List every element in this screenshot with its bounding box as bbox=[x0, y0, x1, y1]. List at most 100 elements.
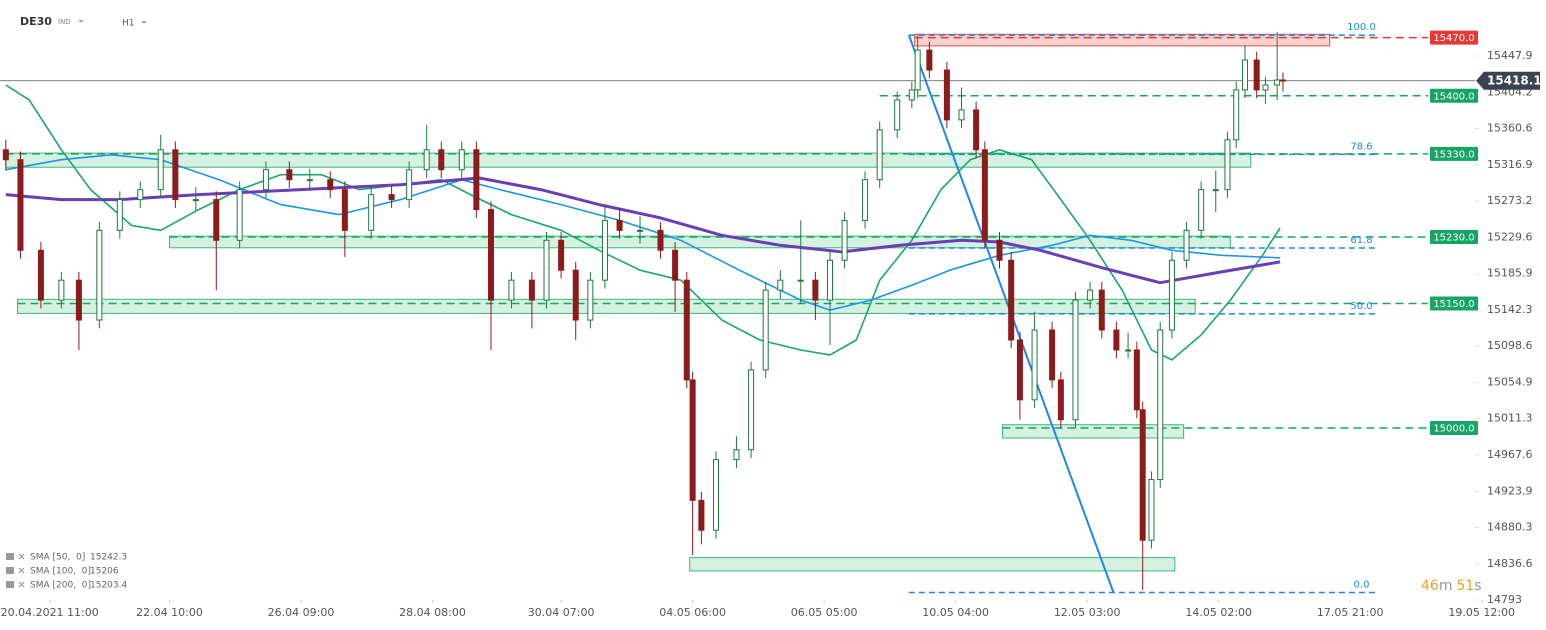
candle-body bbox=[508, 279, 515, 301]
candle-body bbox=[262, 169, 269, 191]
sma-line bbox=[5, 176, 1281, 285]
y-tick-label: 15011.3 bbox=[1487, 412, 1533, 425]
legend-icon[interactable] bbox=[6, 553, 14, 560]
candle-body bbox=[826, 259, 833, 301]
candle-body bbox=[1008, 259, 1015, 341]
legend-icon[interactable] bbox=[6, 581, 14, 588]
legend-close[interactable] bbox=[18, 581, 25, 588]
level-label: 15000.0 bbox=[1433, 424, 1474, 435]
candle-body bbox=[973, 109, 980, 151]
countdown-part: 46 bbox=[1421, 578, 1439, 594]
zone bbox=[689, 557, 1176, 572]
candle-body bbox=[116, 199, 123, 231]
level-label-box bbox=[1430, 296, 1478, 311]
candle-body bbox=[748, 369, 755, 451]
candle-body bbox=[683, 279, 690, 381]
last-price-label: 15418.1 bbox=[1487, 74, 1542, 88]
candle-body bbox=[236, 189, 243, 241]
candle-body bbox=[1233, 89, 1240, 141]
candle-body bbox=[458, 149, 465, 171]
x-tick-label: 19.05 12:00 bbox=[1448, 606, 1515, 619]
candle-body bbox=[1113, 329, 1120, 351]
legend-value: 15203.4 bbox=[90, 581, 127, 591]
x-tick-label: 12.05 03:00 bbox=[1054, 606, 1121, 619]
y-tick-label: 15185.9 bbox=[1487, 267, 1533, 280]
candle-body bbox=[1031, 329, 1038, 401]
candle-body bbox=[894, 99, 901, 131]
x-tick-label: 10.05 04:00 bbox=[922, 606, 989, 619]
dropdown-icon[interactable] bbox=[78, 20, 84, 23]
candle-body bbox=[327, 179, 334, 191]
plot-area bbox=[0, 31, 1475, 594]
candle-body bbox=[406, 169, 413, 201]
level-label: 15330.0 bbox=[1433, 149, 1474, 160]
candle-body bbox=[75, 279, 82, 321]
candle-body bbox=[812, 279, 819, 301]
candle-body bbox=[587, 279, 594, 321]
candle-body bbox=[17, 159, 24, 251]
candle-body bbox=[1212, 189, 1219, 192]
candle-body bbox=[341, 189, 348, 231]
candle-body bbox=[37, 249, 44, 301]
candle-body bbox=[572, 269, 579, 321]
level-label-box bbox=[1430, 88, 1478, 103]
x-tick-label: 14.05 02:00 bbox=[1185, 606, 1252, 619]
candle-body bbox=[1057, 379, 1064, 421]
dropdown-icon[interactable] bbox=[141, 21, 147, 24]
legend-close[interactable] bbox=[18, 553, 25, 560]
candle-body bbox=[862, 179, 869, 221]
candle-body bbox=[2, 149, 9, 161]
candle-body bbox=[423, 149, 430, 171]
fib-label: 78.6 bbox=[1350, 141, 1372, 152]
candle-body bbox=[1125, 349, 1132, 352]
candle-body bbox=[1157, 329, 1164, 481]
countdown-part: s bbox=[1474, 578, 1481, 594]
zone bbox=[1001, 424, 1185, 439]
candle-body bbox=[1133, 349, 1140, 411]
candle-body bbox=[528, 279, 535, 301]
legend-value: 15242.3 bbox=[90, 553, 127, 563]
x-tick-label: 17.05 21:00 bbox=[1317, 606, 1384, 619]
y-tick-label: 15098.6 bbox=[1487, 339, 1533, 352]
level-label: 15230.0 bbox=[1433, 232, 1474, 243]
y-tick-label: 15447.9 bbox=[1487, 49, 1533, 62]
candle-body bbox=[1253, 59, 1260, 91]
interval[interactable]: H1 bbox=[122, 19, 135, 29]
candle-body bbox=[1262, 84, 1269, 91]
candle-body bbox=[733, 449, 740, 461]
y-tick-label: 15229.6 bbox=[1487, 230, 1533, 243]
symbol[interactable]: DE30 bbox=[20, 15, 52, 28]
candle-body bbox=[996, 239, 1003, 261]
level-label-box bbox=[1430, 421, 1478, 436]
candle-body bbox=[1087, 289, 1094, 301]
candle-body bbox=[58, 279, 65, 301]
countdown-part: m bbox=[1439, 578, 1453, 594]
candle-body bbox=[698, 499, 705, 531]
candle-body bbox=[1224, 139, 1231, 191]
countdown-part: 51 bbox=[1456, 578, 1474, 594]
candle-body bbox=[543, 239, 550, 301]
x-tick-label: 04.05 06:00 bbox=[659, 606, 726, 619]
candle-body bbox=[1198, 189, 1205, 231]
y-tick-label: 15142.3 bbox=[1487, 303, 1533, 316]
legend-close[interactable] bbox=[18, 567, 25, 574]
candle-body bbox=[1168, 259, 1175, 331]
candle-body bbox=[672, 249, 679, 281]
y-tick-label: 15360.6 bbox=[1487, 122, 1533, 135]
x-tick-label: 20.04.2021 11:00 bbox=[1, 606, 99, 619]
candle-body bbox=[473, 149, 480, 211]
candle-body bbox=[96, 229, 103, 321]
candle-body bbox=[438, 149, 445, 171]
candle-body bbox=[213, 199, 220, 241]
y-tick-label: 14967.6 bbox=[1487, 448, 1533, 461]
overlay: 15447.915404.215360.615316.915273.215229… bbox=[1, 22, 1542, 619]
x-tick-label: 30.04 07:00 bbox=[528, 606, 595, 619]
candle-body bbox=[797, 279, 804, 282]
candle-body bbox=[689, 379, 696, 501]
candle-body bbox=[306, 179, 313, 182]
candle-body bbox=[943, 69, 950, 121]
legend-icon[interactable] bbox=[6, 567, 14, 574]
candle-body bbox=[637, 229, 644, 232]
sma-line bbox=[5, 84, 1281, 361]
